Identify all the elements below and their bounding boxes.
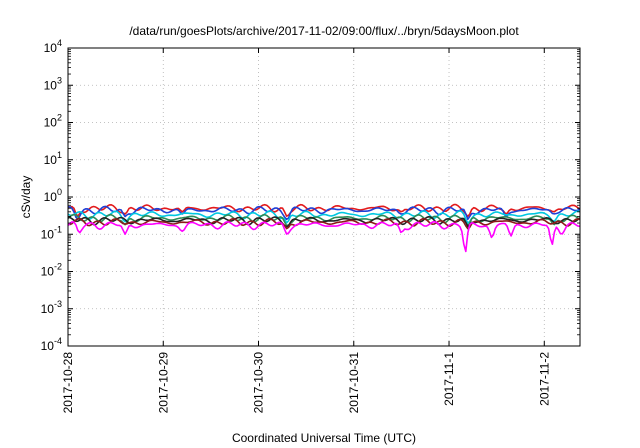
y-tick-label: 104: [44, 38, 62, 55]
x-axis-title: Coordinated Universal Time (UTC): [232, 431, 416, 445]
x-tick-label: 2017-10-28: [61, 352, 75, 414]
y-tick-label: 102: [44, 113, 62, 130]
grid: [67, 47, 580, 347]
x-tick-label: 2017-10-30: [252, 352, 266, 414]
y-tick-label: 10-2: [41, 262, 62, 279]
x-tick-label: 2017-10-29: [156, 352, 170, 414]
series-line: [67, 220, 581, 253]
axes: 10-4 10-3 10-2 10-1 100 101 102 103 104 2017-10-2…: [41, 38, 580, 413]
y-axis-title: cSv/day: [19, 176, 33, 219]
chart-title: /data/run/goesPlots/archive/2017-11-02/0…: [129, 24, 519, 38]
y-tick-label: 101: [44, 150, 62, 167]
x-tick-label: 2017-11-2: [537, 352, 551, 406]
y-tick-label: 100: [44, 187, 62, 204]
series-group: [67, 203, 581, 253]
y-tick-label: 10-4: [41, 336, 62, 353]
series-line: [67, 210, 581, 224]
series-line: [67, 205, 581, 221]
y-tick-label: 103: [44, 75, 62, 92]
series-line: [67, 217, 581, 230]
y-tick-label: 10-1: [41, 224, 62, 241]
x-tick-label: 2017-11-1: [442, 352, 456, 406]
y-tick-label: 10-3: [41, 299, 62, 316]
x-tick-label: 2017-10-31: [347, 352, 361, 414]
